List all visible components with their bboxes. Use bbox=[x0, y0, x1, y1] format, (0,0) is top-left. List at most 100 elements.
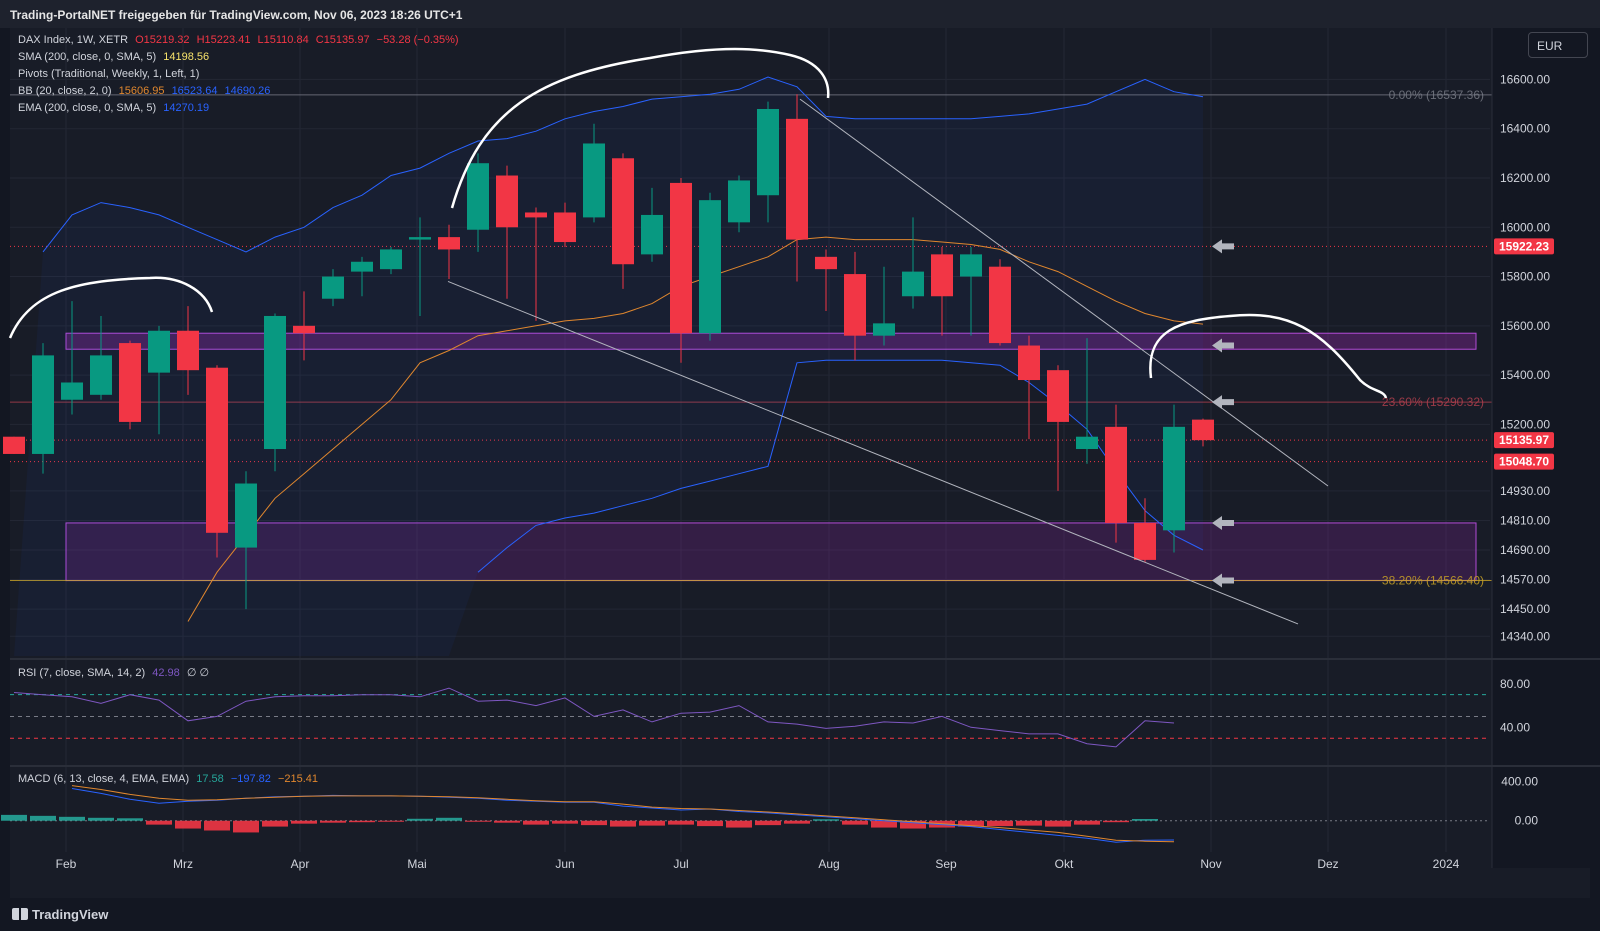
y-tick-label: 14450.00 bbox=[1500, 602, 1550, 616]
candle-body bbox=[1047, 370, 1069, 422]
trendline-lower bbox=[447, 281, 1299, 625]
price-tag-label: 15048.70 bbox=[1499, 455, 1549, 469]
brand-label: TradingView bbox=[32, 907, 109, 922]
macd-hist-bar bbox=[291, 820, 317, 824]
currency-button[interactable]: EUR bbox=[1528, 32, 1588, 58]
macd-hist-bar bbox=[1132, 819, 1158, 821]
candle-body bbox=[496, 175, 518, 228]
legend-ema[interactable]: EMA (200, close, 0, SMA, 5) 14270.19 bbox=[18, 102, 213, 114]
freehand-arc bbox=[1149, 313, 1388, 399]
legend-macd[interactable]: MACD (6, 13, close, 4, EMA, EMA) 17.58 −… bbox=[18, 773, 322, 785]
arrow-marker-icon bbox=[1212, 395, 1234, 410]
legend-bb[interactable]: BB (20, close, 2, 0) 15606.95 16523.64 1… bbox=[18, 85, 274, 97]
y-tick-label: 14930.00 bbox=[1500, 484, 1550, 498]
tradingview-logo[interactable]: TradingView bbox=[12, 907, 108, 922]
y-tick-label: 15600.00 bbox=[1500, 319, 1550, 333]
rsi-label: RSI (7, close, SMA, 14, 2) bbox=[18, 667, 146, 679]
macd-hist-bar bbox=[146, 820, 172, 825]
candle-body bbox=[1018, 345, 1040, 381]
macd-hist-bar bbox=[639, 820, 665, 826]
bb-basis-value: 15606.95 bbox=[118, 85, 165, 97]
macd-hist-bar bbox=[1016, 820, 1042, 826]
candle-body bbox=[699, 200, 721, 334]
macd-label: MACD (6, 13, close, 4, EMA, EMA) bbox=[18, 773, 190, 785]
candle-body bbox=[32, 355, 54, 454]
legend-rsi[interactable]: RSI (7, close, SMA, 14, 2) 42.98 ∅ ∅ bbox=[18, 666, 213, 679]
share-header: Trading-PortalNET freigegeben für Tradin… bbox=[0, 0, 1600, 28]
candle-body bbox=[1192, 419, 1214, 441]
macd-hist-bar bbox=[233, 820, 259, 833]
macd-hist-bar bbox=[494, 820, 520, 823]
arrow-marker-icon bbox=[1212, 239, 1234, 254]
share-title: Trading-PortalNET freigegeben für Tradin… bbox=[10, 8, 463, 22]
macd-hist-bar bbox=[784, 820, 810, 824]
candle-body bbox=[554, 212, 576, 243]
pivots-label: Pivots (Traditional, Weekly, 1, Left, 1) bbox=[18, 68, 200, 80]
macd-hist-bar bbox=[175, 820, 201, 829]
x-tick-label: Okt bbox=[1055, 857, 1074, 871]
sma-value: 14198.56 bbox=[163, 51, 210, 63]
y-tick-label: 14810.00 bbox=[1500, 513, 1550, 527]
rsi-tick-label: 80.00 bbox=[1500, 677, 1530, 691]
macd-hist-bar bbox=[552, 820, 578, 824]
bb-upper-line bbox=[42, 76, 1204, 253]
sma-label: SMA (200, close, 0, SMA, 5) bbox=[18, 51, 157, 63]
macd-hist-bar bbox=[30, 815, 56, 821]
rsi-line bbox=[13, 687, 1175, 748]
candle-body bbox=[119, 343, 141, 422]
candle-body bbox=[235, 483, 257, 548]
x-tick-label: Sep bbox=[935, 857, 957, 871]
candle-body bbox=[612, 158, 634, 265]
candle-body bbox=[206, 367, 228, 533]
axis-layer: 16600.00 16400.00 16200.00 16000.00 15800.00… bbox=[56, 28, 1600, 871]
y-tick-label: 15400.00 bbox=[1500, 368, 1550, 382]
macd-hist-bar bbox=[117, 818, 143, 821]
macd-hist-bar bbox=[436, 817, 462, 821]
tradingview-logo-icon bbox=[12, 908, 28, 920]
macd-hist-bar bbox=[1045, 820, 1071, 827]
legend-open: O15219.32 bbox=[135, 34, 190, 46]
zone-layer: 0.00% (16537.36) 23.60% (15290.32) 38.20% … bbox=[10, 88, 1495, 588]
price-tag-label: 15922.23 bbox=[1499, 239, 1549, 253]
macd-hist-bar bbox=[349, 820, 375, 823]
fib-label: 23.60% (15290.32) bbox=[1382, 395, 1484, 409]
macd-hist-bar bbox=[726, 820, 752, 828]
x-tick-label: Jun bbox=[555, 857, 574, 871]
macd-hist-bar bbox=[262, 820, 288, 827]
legend-pivots[interactable]: Pivots (Traditional, Weekly, 1, Left, 1) bbox=[18, 68, 203, 80]
candle-body bbox=[1163, 426, 1185, 531]
macd-hist-bar bbox=[1, 814, 27, 821]
bb-label: BB (20, close, 2, 0) bbox=[18, 85, 112, 97]
rsi-value: 42.98 bbox=[152, 667, 180, 679]
support-zone bbox=[65, 522, 1477, 582]
legend-high: H15223.41 bbox=[196, 34, 251, 46]
legend-close: C15135.97 bbox=[315, 34, 370, 46]
y-tick-label: 15800.00 bbox=[1500, 270, 1550, 284]
y-tick-label: 14690.00 bbox=[1500, 543, 1550, 557]
x-tick-label: Dez bbox=[1317, 857, 1338, 871]
macd-hist-bar bbox=[465, 820, 491, 822]
x-tick-label: Nov bbox=[1200, 857, 1221, 871]
macd-signal-value: −215.41 bbox=[277, 773, 319, 785]
macd-hist-bar bbox=[987, 820, 1013, 827]
candle-body bbox=[1105, 426, 1127, 523]
bb-lower-line bbox=[477, 359, 1204, 573]
candle-body bbox=[148, 330, 170, 373]
candle-body bbox=[525, 212, 547, 218]
macd-line bbox=[71, 788, 1175, 843]
legend-main: DAX Index, 1W, XETR O15219.32 H15223.41 … bbox=[18, 34, 463, 46]
macd-hist-bar bbox=[581, 820, 607, 826]
macd-hist-bar bbox=[813, 819, 839, 821]
legend-symbol: DAX Index, 1W, XETR bbox=[18, 34, 129, 46]
candle-body bbox=[90, 355, 112, 395]
macd-hist-bar bbox=[668, 820, 694, 825]
macd-hist-bar bbox=[407, 818, 433, 821]
arrow-marker-icon bbox=[1212, 573, 1234, 588]
legend-sma[interactable]: SMA (200, close, 0, SMA, 5) 14198.56 bbox=[18, 51, 213, 63]
candle-body bbox=[264, 315, 286, 450]
candle-body bbox=[409, 237, 431, 240]
macd-hist-bar bbox=[378, 820, 404, 822]
candle-body bbox=[786, 118, 808, 240]
y-tick-label: 16200.00 bbox=[1500, 171, 1550, 185]
